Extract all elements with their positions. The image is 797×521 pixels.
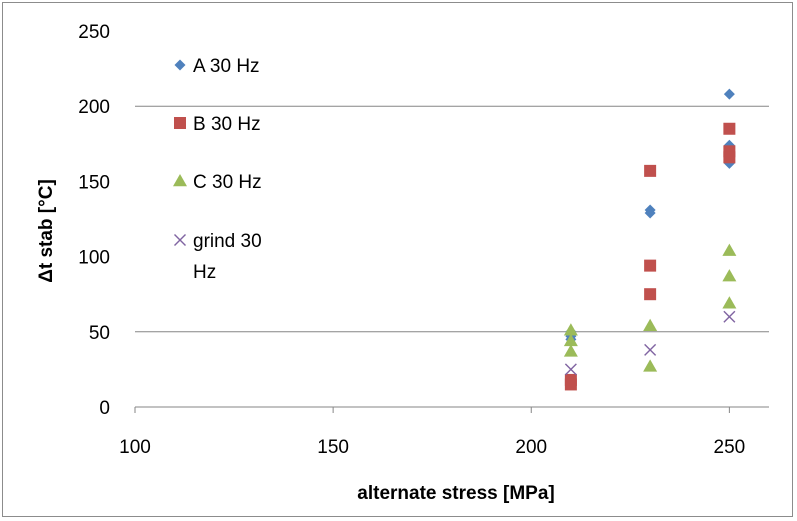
data-point-s3-2: [723, 310, 736, 323]
data-point-s1-4: [644, 288, 657, 301]
data-point-s1-1: [564, 378, 577, 391]
x-tick-label: 200: [515, 437, 547, 458]
data-point-s0-4: [644, 207, 656, 219]
x-tick-label: 150: [317, 437, 349, 458]
data-point-s2-3: [643, 318, 658, 332]
legend-label: A 30 Hz: [193, 56, 260, 77]
y-tick-label: 100: [78, 248, 110, 269]
data-points: [563, 88, 737, 391]
data-point-s2-2: [563, 344, 578, 357]
x-tick-label: 250: [714, 437, 746, 458]
data-point-s2-4: [643, 359, 658, 372]
y-tick-label: 150: [78, 172, 110, 193]
y-tick-label: 200: [78, 97, 110, 118]
axis-layer: [134, 406, 769, 413]
y-axis-title: Δt stab [°C]: [36, 179, 57, 283]
data-point-s3-0: [564, 363, 577, 376]
x-tick-label: 100: [119, 437, 151, 458]
legend-label: B 30 Hz: [193, 114, 261, 135]
data-point-s3-2-stroke-b: [723, 310, 736, 323]
legend-marker-0: [174, 59, 186, 71]
data-point-s2-0: [563, 323, 578, 336]
y-tick-label: 250: [78, 22, 110, 43]
data-point-s1-2: [644, 164, 657, 177]
grid-layer: [135, 105, 769, 333]
data-point-s3-0-stroke-b: [564, 363, 577, 376]
legend-label: C 30 Hz: [193, 172, 262, 193]
legend-marker-3: [174, 234, 186, 246]
data-point-s2-1: [563, 333, 578, 347]
legend-marker-3-stroke-b: [174, 234, 186, 246]
y-tick-label: 50: [89, 323, 110, 344]
data-point-s1-3: [644, 259, 657, 272]
y-tick-label: 0: [99, 398, 110, 419]
data-point-s2-5: [722, 243, 737, 256]
data-point-s3-1-stroke-b: [644, 343, 657, 356]
data-point-s2-6: [722, 269, 737, 282]
scatter-chart: 0 50 100 150 200 250 100 150 200 250 A 30 Hz B 30 …: [36, 22, 769, 504]
data-point-s0-5: [723, 88, 735, 100]
legend-marker-1: [174, 117, 186, 129]
legend-label: Hz: [193, 262, 216, 283]
legend-marker-2: [173, 174, 187, 187]
data-point-s3-1: [644, 343, 657, 356]
legend-label: grind 30: [193, 231, 262, 252]
data-point-s2-7: [722, 296, 737, 309]
data-point-s1-5: [723, 122, 736, 135]
data-point-s1-7: [723, 151, 736, 164]
tick-labels: 0 50 100 150 200 250 100 150 200 250: [78, 22, 745, 458]
x-axis-title: alternate stress [MPa]: [357, 483, 554, 504]
legend: A 30 Hz B 30 Hz C 30 Hz grind 30 Hz: [173, 56, 262, 283]
